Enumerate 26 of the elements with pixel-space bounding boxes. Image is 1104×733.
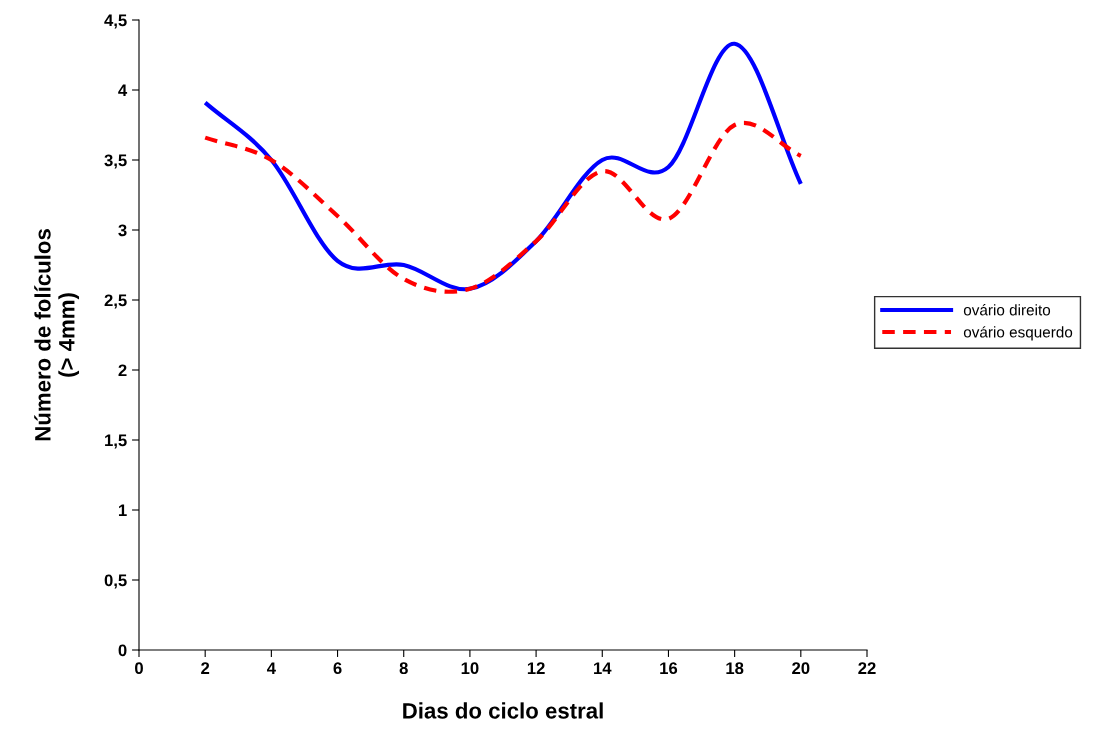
y-axis-title: Número de folículos (> 4mm) [34, 229, 80, 441]
x-tick-label: 2 [201, 662, 210, 674]
x-tick-label: 10 [461, 662, 479, 675]
x-tick-label: 16 [660, 662, 678, 675]
y-tick-label: 1 [118, 504, 127, 517]
x-tick-label: 4 [266, 662, 276, 674]
x-tick-label: 20 [792, 662, 810, 675]
x-tick-label: 22 [858, 662, 876, 674]
y-tick-label: 0,5 [104, 574, 127, 589]
x-tick-label: 8 [399, 662, 408, 675]
x-tick-label: 18 [726, 662, 744, 675]
x-tick-label: 12 [527, 662, 545, 674]
y-tick-label: 4 [118, 84, 128, 97]
y-tick-label: 3 [118, 224, 127, 237]
x-axis-title: Dias do ciclo estral [403, 702, 603, 719]
x-tick-label: 6 [333, 662, 342, 675]
x-tick-label: 0 [135, 662, 143, 675]
y-tick-label: 3,5 [104, 154, 127, 169]
x-tick-label: 14 [594, 662, 612, 674]
y-tick-label: 4,5 [104, 14, 127, 29]
legend-label: ovário esquerdo [963, 326, 1073, 341]
y-tick-label: 2,5 [104, 294, 127, 309]
y-tick-label: 0 [118, 644, 127, 657]
legend-label: ovário direito [963, 304, 1051, 316]
y-tick-label: 2 [118, 364, 127, 377]
y-tick-label: 1,5 [105, 434, 127, 449]
